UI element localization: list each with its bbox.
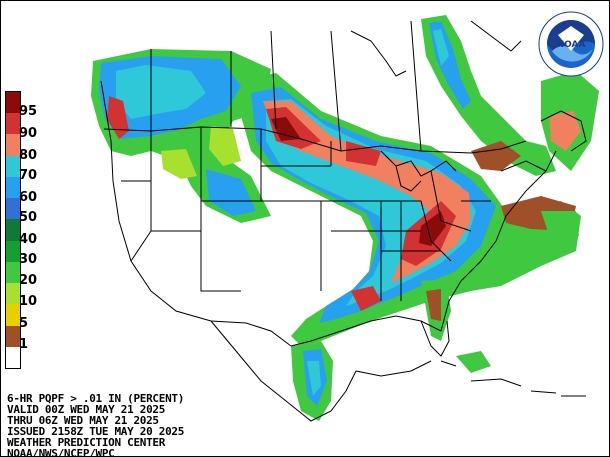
legend-label-5: 5 <box>19 316 29 331</box>
legend-swatch-95 <box>6 92 20 114</box>
legend-swatch-0 <box>6 346 20 369</box>
legend-label-60: 60 <box>19 190 38 205</box>
legend-label-95: 95 <box>19 104 38 119</box>
precip-shading-central-band <box>241 73 581 346</box>
thru-time: THRU 06Z WED MAY 21 2025 <box>7 414 159 427</box>
legend-swatch-10 <box>6 283 20 305</box>
legend-swatch-40 <box>6 219 20 241</box>
probability-legend <box>5 91 21 369</box>
precip-shading-northwest <box>91 49 271 223</box>
legend-swatch-60 <box>6 176 20 199</box>
map-info-text: 6-HR PQPF > .01 IN (PERCENT) VALID 00Z W… <box>7 392 185 457</box>
legend-label-50: 50 <box>19 210 38 225</box>
legend-label-40: 40 <box>19 232 38 247</box>
legend-swatch-80 <box>6 134 20 156</box>
legend-label-80: 80 <box>19 148 38 163</box>
legend-swatch-90 <box>6 113 20 135</box>
precip-shading-gulf <box>291 279 491 421</box>
legend-swatch-1 <box>6 325 20 347</box>
noaa-logo: NOAA <box>538 11 604 77</box>
legend-label-70: 70 <box>19 168 38 183</box>
logo-text: NOAA <box>557 40 586 50</box>
legend-label-20: 20 <box>19 273 38 288</box>
agency-name: NOAA/NWS/NCEP/WPC <box>7 447 115 457</box>
legend-swatch-70 <box>6 155 20 177</box>
legend-label-1: 1 <box>19 337 29 352</box>
geographic-boundaries <box>100 20 587 422</box>
legend-swatch-50 <box>6 198 20 220</box>
precip-shading-northeast <box>421 15 599 241</box>
legend-label-10: 10 <box>19 294 38 309</box>
legend-label-30: 30 <box>19 252 38 267</box>
legend-swatch-20 <box>6 261 20 284</box>
valid-time: VALID 00Z WED MAY 21 2025 <box>7 403 166 416</box>
issuing-center: WEATHER PREDICTION CENTER <box>7 436 166 449</box>
legend-label-90: 90 <box>19 126 38 141</box>
issued-time: ISSUED 2158Z TUE MAY 20 2025 <box>7 425 185 438</box>
product-title: 6-HR PQPF > .01 IN (PERCENT) <box>7 392 185 405</box>
legend-swatch-5 <box>6 304 20 326</box>
legend-swatch-30 <box>6 240 20 262</box>
